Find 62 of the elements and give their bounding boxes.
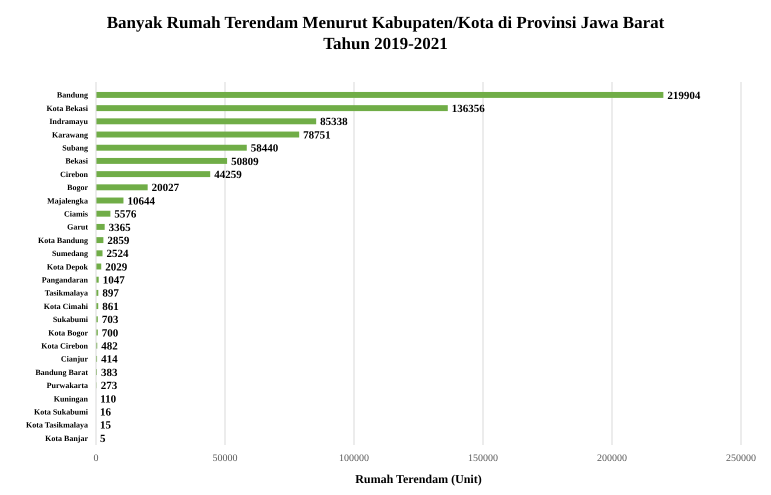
data-label: 897 xyxy=(102,288,120,300)
y-tick-label: Subang xyxy=(62,144,88,153)
data-label: 44259 xyxy=(214,168,242,181)
y-tick-label: Majalengka xyxy=(47,196,88,206)
y-tick-label: Kota Banjar xyxy=(45,434,88,443)
y-tick-label: Bogor xyxy=(67,183,88,192)
data-label: 110 xyxy=(100,393,117,406)
data-label: 861 xyxy=(102,300,119,313)
data-label: 3365 xyxy=(108,222,132,234)
y-tick-label: Sukabumi xyxy=(52,315,89,324)
data-label: 50809 xyxy=(231,156,260,168)
y-tick-label: Kota Bandung xyxy=(38,236,88,245)
y-tick-label: Bandung Barat xyxy=(35,368,88,377)
data-label: 482 xyxy=(101,340,118,353)
y-tick-label: Kota Tasikmalaya xyxy=(26,420,88,430)
x-tick-label: 0 xyxy=(94,453,98,464)
x-tick-label: 100000 xyxy=(339,453,369,464)
y-tick-label: Karawang xyxy=(52,130,88,140)
y-tick-label: Kota Bekasi xyxy=(46,104,89,113)
chart-title: Banyak Rumah Terendam Menurut Kabupaten/Kota di Provinsi Jawa Barat Tahun 2019-2021 xyxy=(106,13,665,53)
data-label: 10644 xyxy=(127,195,156,208)
data-label: 20027 xyxy=(152,182,180,194)
data-label: 219904 xyxy=(667,90,701,102)
y-tick-label: Kota Depok xyxy=(46,262,89,272)
y-tick-label: Kuningan xyxy=(54,394,89,404)
data-label: 2859 xyxy=(107,234,130,247)
y-tick-label: Garut xyxy=(67,222,88,232)
data-label: 2029 xyxy=(105,261,128,274)
data-label: 5 xyxy=(100,432,106,445)
data-label: 16 xyxy=(100,406,112,419)
data-label: 15 xyxy=(100,420,112,432)
y-tick-label: Kota Cimahi xyxy=(44,302,89,311)
y-tick-label: Cirebon xyxy=(60,170,89,179)
y-tick-label: Bekasi xyxy=(65,156,89,166)
y-tick-label: Pangandaran xyxy=(42,276,89,284)
data-label: 5576 xyxy=(114,208,137,221)
y-tick-label: Indramayu xyxy=(49,117,89,126)
y-tick-label: Kota Bogor xyxy=(48,328,88,338)
data-label: 58440 xyxy=(250,142,279,155)
data-label: 78751 xyxy=(303,129,331,142)
data-label: 2524 xyxy=(106,248,130,260)
x-tick-label: 50000 xyxy=(212,453,238,464)
data-label: 1047 xyxy=(102,274,126,287)
data-label: 85338 xyxy=(320,116,348,128)
y-tick-label: Kota Cirebon xyxy=(41,341,89,350)
y-tick-label: Sumedang xyxy=(52,249,88,258)
x-axis-title: Rumah Terendam (Unit) xyxy=(355,472,482,486)
data-label: 414 xyxy=(101,354,118,366)
y-tick-label: Ciamis xyxy=(64,210,88,219)
y-tick-label: Kota Sukabumi xyxy=(34,407,89,416)
data-label: 273 xyxy=(100,380,118,392)
y-tick-label: Tasikmalaya xyxy=(44,288,88,298)
y-tick-label: Purwakarta xyxy=(46,381,88,390)
y-tick-label: Bandung xyxy=(56,90,88,100)
x-tick-label: 250000 xyxy=(726,453,756,464)
data-label: 136356 xyxy=(452,102,486,115)
data-label: 703 xyxy=(102,314,119,326)
x-tick-label: 200000 xyxy=(597,453,627,464)
y-tick-label: Cianjur xyxy=(60,354,88,364)
data-label: 383 xyxy=(100,366,118,379)
data-label: 700 xyxy=(102,327,119,340)
x-tick-label: 150000 xyxy=(468,453,498,464)
